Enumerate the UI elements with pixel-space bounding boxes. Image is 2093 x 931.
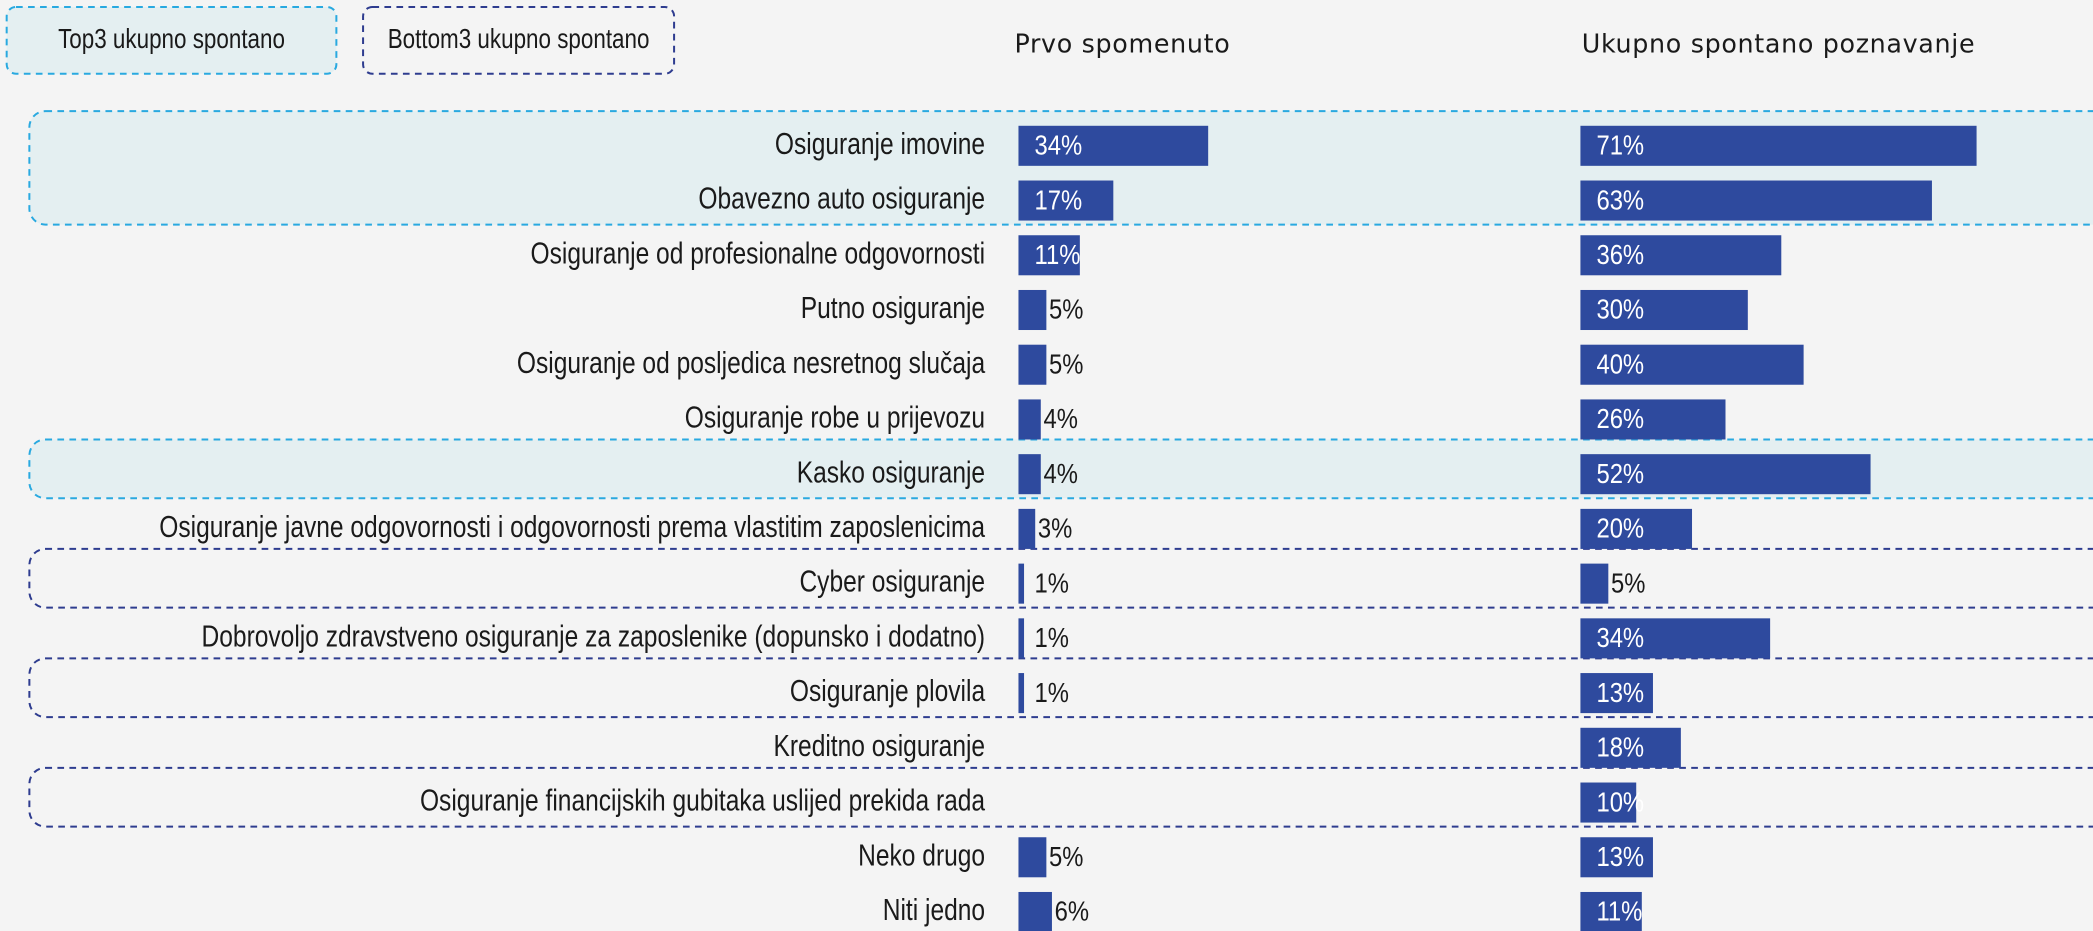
bar — [1580, 727, 1681, 768]
value-label: 13% — [1596, 676, 1644, 708]
value-label: 63% — [1596, 183, 1644, 215]
value-label: 40% — [1596, 348, 1644, 380]
category-label: Neko drugo — [858, 838, 985, 872]
bar — [1018, 508, 1036, 549]
legend-box — [362, 5, 676, 75]
category-label: Osiguranje robe u prijevozu — [685, 400, 985, 434]
panel-title: Ukupno spontano poznavanje — [1582, 29, 1975, 59]
value-label: 30% — [1596, 293, 1644, 325]
value-label: 11% — [1034, 238, 1080, 270]
legend-label: Top3 ukupno spontano — [58, 23, 285, 54]
value-label: 18% — [1596, 731, 1644, 763]
value-label: 34% — [1034, 129, 1082, 161]
bar — [1580, 782, 1637, 823]
bar — [1018, 673, 1025, 714]
category-label: Kreditno osiguranje — [773, 728, 985, 762]
bar — [1580, 125, 1977, 166]
highlight-box — [28, 110, 2093, 226]
bar — [1580, 673, 1653, 714]
bar — [1580, 618, 1771, 659]
value-label: 17% — [1034, 183, 1082, 215]
bar — [1580, 508, 1693, 549]
category-label: Osiguranje imovine — [775, 126, 985, 160]
bar — [1580, 289, 1748, 331]
value-label: 5% — [1049, 293, 1083, 325]
value-label: 13% — [1596, 840, 1644, 872]
category-label: Osiguranje od posljedica nesretnog sluča… — [517, 345, 986, 379]
legend-label: Bottom3 ukupno spontano — [388, 23, 650, 54]
legend-box — [5, 5, 338, 75]
category-label: Obavezno auto osiguranje — [698, 181, 985, 215]
category-label: Putno osiguranje — [801, 290, 985, 324]
category-label: Cyber osiguranje — [799, 564, 985, 598]
value-label: 4% — [1043, 457, 1077, 489]
bar — [1580, 235, 1782, 276]
highlight-box — [28, 766, 2093, 828]
value-label: 10% — [1596, 785, 1644, 817]
bar — [1580, 837, 1653, 878]
value-label: 5% — [1049, 348, 1083, 380]
value-label: 3% — [1038, 512, 1072, 544]
bar — [1018, 399, 1041, 440]
highlight-box — [28, 438, 2093, 500]
bar — [1580, 344, 1804, 385]
value-label: 4% — [1043, 402, 1077, 434]
bar — [1580, 891, 1642, 931]
bar — [1018, 235, 1080, 276]
value-label: 34% — [1596, 621, 1644, 653]
value-label: 1% — [1034, 676, 1068, 708]
category-label: Osiguranje od profesionalne odgovornosti — [530, 236, 985, 270]
bar — [1580, 399, 1726, 440]
bar — [1018, 618, 1025, 659]
value-label: 5% — [1049, 840, 1083, 872]
value-label: 71% — [1596, 129, 1644, 161]
category-label: Osiguranje plovila — [790, 674, 986, 708]
category-label: Niti jedno — [883, 892, 985, 926]
value-label: 5% — [1611, 567, 1645, 599]
value-label: 11% — [1596, 895, 1642, 927]
bar — [1018, 180, 1114, 221]
panel-title: Prvo spomenuto — [1014, 29, 1230, 59]
category-label: Osiguranje financijskih gubitaka uslijed… — [420, 783, 986, 817]
bar — [1580, 180, 1932, 221]
bar — [1580, 563, 1609, 604]
category-label: Kasko osiguranje — [797, 455, 985, 489]
bar — [1018, 837, 1047, 878]
bar — [1018, 344, 1047, 385]
value-label: 26% — [1596, 402, 1644, 434]
bar — [1580, 454, 1871, 495]
category-label: Osiguranje javne odgovornosti i odgovorn… — [159, 509, 985, 543]
bar — [1018, 289, 1047, 331]
bar — [1018, 125, 1209, 166]
value-label: 36% — [1596, 238, 1644, 270]
bar — [1018, 454, 1041, 495]
bar — [1018, 891, 1052, 931]
value-label: 1% — [1034, 567, 1068, 599]
category-label: Dobrovoljo zdravstveno osiguranje za zap… — [202, 619, 986, 653]
value-label: 52% — [1596, 457, 1644, 489]
value-label: 1% — [1034, 621, 1068, 653]
value-label: 20% — [1596, 512, 1644, 544]
value-label: 6% — [1055, 895, 1089, 927]
bar — [1018, 563, 1025, 604]
